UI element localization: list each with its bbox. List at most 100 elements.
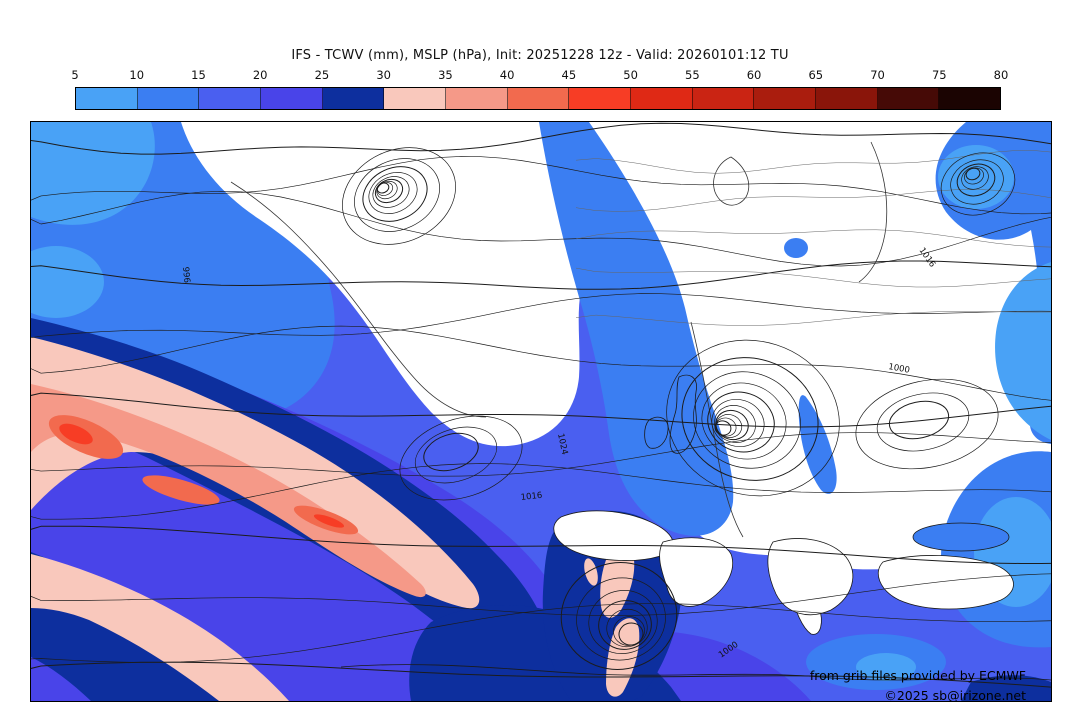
isobar-label: 1000: [887, 362, 910, 376]
isobar-line: [31, 573, 1051, 616]
isobar-ring: [707, 391, 775, 453]
dry-land-patches: [553, 510, 1014, 635]
colorbar-segment-70-75: [877, 88, 940, 109]
tcwv-region-plume-salmon: [31, 384, 426, 598]
weather-map: 1016 1024 1016 1000 1000 996 from grib f…: [30, 121, 1052, 702]
colorbar-segment-20-25: [261, 88, 323, 109]
isobar-ring: [961, 166, 989, 190]
colorbar-segment-30-35: [384, 88, 447, 109]
colorbar-segment-50-55: [631, 88, 693, 109]
isobar-line: [31, 325, 1051, 401]
isobar-ring: [681, 357, 819, 481]
tcwv-region-left-light: [31, 246, 104, 318]
isobar-ring: [950, 159, 1004, 205]
isobar-ring: [666, 339, 840, 497]
colorbar-tick-70: 70: [870, 68, 885, 82]
isobar-label: 1016: [520, 491, 543, 503]
svalbard-coast: [713, 156, 750, 206]
coastlines: [230, 141, 1051, 681]
isobar-ring: [693, 371, 801, 469]
isobar-line: [575, 150, 1051, 174]
isobar-line: [31, 156, 1051, 215]
colorbar-tick-5: 5: [71, 68, 79, 82]
isobar-line: [575, 267, 1051, 288]
colorbar-tick-75: 75: [931, 68, 947, 82]
ireland-coast: [644, 416, 669, 449]
tcwv-region-right-light: [995, 262, 1051, 440]
colorbar-tick-60: 60: [746, 68, 762, 82]
tcwv-filament-3: [584, 558, 598, 586]
isobar-ring: [342, 147, 456, 245]
colorbar-segment-60-65: [754, 88, 817, 109]
colorbar-segment-40-45: [507, 88, 570, 109]
credits-copyright: ©2025 sb@irizone.net: [884, 688, 1026, 701]
colorbar-tick-80: 80: [993, 68, 1009, 82]
colorbar-tick-25: 25: [314, 68, 330, 82]
isobar-ring: [399, 415, 523, 501]
tcwv-region-red-3-core: [313, 514, 345, 528]
isobar-ring: [368, 172, 418, 214]
isobar-contours: [31, 122, 1051, 688]
isobar-ring: [715, 414, 743, 438]
colorbar-tick-35: 35: [438, 68, 453, 82]
colorbar-tick-40: 40: [499, 68, 515, 82]
colorbar-tick-10: 10: [129, 68, 145, 82]
isobar-ring: [576, 577, 666, 661]
colorbar-segment-65-70: [816, 88, 878, 109]
isobar-line: [31, 392, 1051, 428]
isobar-line: [31, 293, 1051, 338]
colorbar-segment-55-60: [692, 88, 755, 109]
colorbar-segment-35-40: [446, 88, 508, 109]
colorbar-tick-15: 15: [191, 68, 206, 82]
isobar-ring: [414, 426, 498, 484]
isobar-ring: [376, 180, 398, 200]
isobar-ring: [940, 152, 1016, 216]
colorbar-tick-30: 30: [376, 68, 391, 82]
tcwv-region-aegean-core: [856, 653, 916, 681]
isobar-ring: [598, 600, 652, 650]
colorbar-tick-50: 50: [623, 68, 638, 82]
black-sea: [912, 522, 1010, 552]
tcwv-region-greenland-white: [181, 122, 582, 447]
isobar-line: [31, 122, 1051, 155]
tcwv-region-corner-light: [31, 122, 155, 225]
north-africa-coast: [340, 664, 1051, 681]
colorbar-segment-75-80: [939, 88, 1001, 109]
tcwv-region-red-2: [142, 475, 220, 505]
colorbar-segment-25-30: [322, 88, 385, 109]
isobar-ring: [711, 399, 765, 447]
tcwv-region-red-1-core: [59, 423, 93, 445]
colorbar-segment-5-10: [76, 88, 138, 109]
novaya-zemlya-coast: [858, 141, 888, 283]
isobar-ring: [606, 608, 648, 648]
greenland-coast: [230, 181, 487, 418]
isobar-ring: [560, 562, 678, 670]
isobar-ring: [855, 378, 999, 470]
iberia-white: [659, 537, 733, 607]
credits-ecmwf: from grib files provided by ECMWF: [810, 668, 1026, 683]
isobar-ring: [423, 432, 479, 472]
isobar-label: 1024: [555, 433, 569, 456]
colorbar-tick-55: 55: [685, 68, 700, 82]
isobar-ring: [888, 400, 950, 440]
tcwv-region-baltic: [798, 395, 837, 494]
colorbar: [75, 87, 1001, 110]
isobar-label: 996: [180, 266, 191, 283]
isobar-labels: 1016 1024 1016 1000 1000 996: [180, 246, 937, 660]
colorbar-segment-15-20: [199, 88, 262, 109]
tcwv-region-small-sea: [784, 238, 808, 258]
isobar-line: [31, 260, 1051, 290]
tcwv-region-navy-se: [961, 675, 1051, 701]
isobar-line: [31, 463, 1051, 520]
colorbar-tick-65: 65: [808, 68, 824, 82]
isobar-ring: [876, 392, 970, 452]
page-title: IFS - TCWV (mm), MSLP (hPa), Init: 20251…: [291, 48, 789, 63]
colorbar-tick-45: 45: [561, 68, 577, 82]
isobar-ring: [588, 590, 658, 654]
isobar-ring: [362, 166, 428, 222]
isobar-ring: [701, 382, 787, 460]
isobar-ring: [613, 616, 645, 646]
isobar-ring: [715, 409, 749, 441]
isobar-line: [31, 525, 1051, 564]
